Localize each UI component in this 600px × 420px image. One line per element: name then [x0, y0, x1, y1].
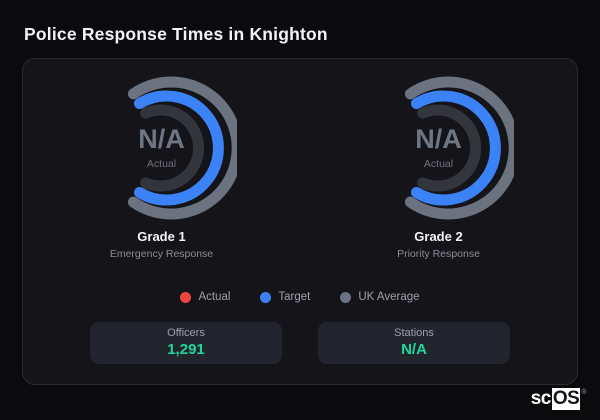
legend-label: UK Average [358, 291, 420, 303]
stat-label: Officers [167, 326, 205, 339]
gauge-arc-actual [139, 104, 204, 192]
stat-label: Stations [394, 326, 434, 339]
gauge-grade-1[interactable]: N/A Actual Grade 1 Emergency Response [57, 73, 267, 260]
stat-card-officers[interactable]: Officers 1,291 [90, 322, 282, 364]
chart-panel: N/A Actual Grade 1 Emergency Response N/… [22, 58, 578, 385]
gauge-arc-target [410, 90, 501, 206]
stat-card-stations[interactable]: Stations N/A [318, 322, 510, 364]
chart-legend: Actual Target UK Average [23, 291, 577, 303]
watermark-trademark-icon: ® [581, 389, 586, 396]
legend-label: Target [278, 291, 311, 303]
gauge-title: Grade 2 [414, 229, 463, 244]
watermark-logo: sc OS ® [531, 388, 586, 410]
gauge-arc-uk-average [127, 76, 237, 220]
page-title: Police Response Times in Knighton [24, 24, 328, 44]
gauge-svg-grade-2 [404, 76, 514, 220]
legend-item-target[interactable]: Target [260, 291, 310, 303]
gauge-description: Emergency Response [109, 248, 214, 260]
gauge-rings-grade-2: N/A Actual [364, 73, 514, 223]
gauge-arc-target [133, 90, 224, 206]
legend-dot-icon [180, 291, 192, 303]
stat-value: 1,291 [167, 340, 205, 358]
legend-item-uk-average[interactable]: UK Average [340, 291, 420, 303]
legend-dot-icon [340, 291, 352, 303]
gauge-title: Grade 1 [137, 229, 186, 244]
gauge-description: Priority Response [397, 248, 480, 260]
legend-item-actual[interactable]: Actual [180, 291, 230, 303]
legend-dot-icon [260, 291, 272, 303]
watermark-chip: OS [551, 388, 581, 410]
gauge-arc-uk-average [404, 76, 514, 220]
gauge-group: N/A Actual Grade 1 Emergency Response N/… [23, 73, 577, 260]
gauge-rings-grade-1: N/A Actual [87, 73, 237, 223]
stat-card-group: Officers 1,291 Stations N/A [23, 322, 577, 364]
gauge-svg-grade-1 [127, 76, 237, 220]
gauge-arc-actual [416, 104, 481, 192]
legend-label: Actual [198, 291, 231, 303]
gauge-grade-2[interactable]: N/A Actual Grade 2 Priority Response [334, 73, 544, 260]
watermark-prefix: sc [530, 388, 552, 409]
stat-value: N/A [401, 340, 427, 358]
